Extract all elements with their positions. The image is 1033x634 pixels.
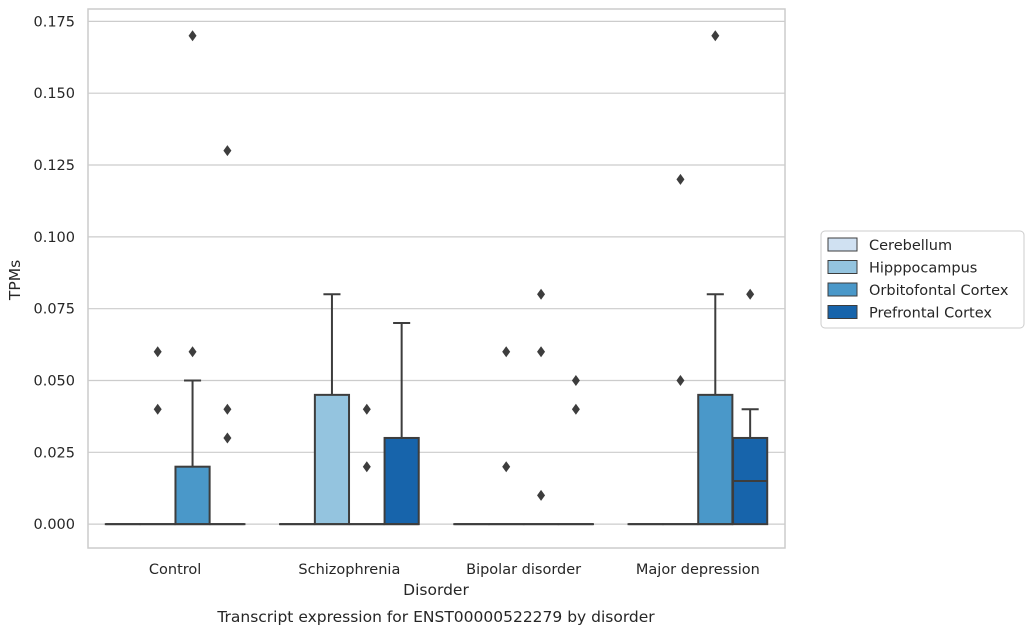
legend-swatch	[827, 237, 858, 252]
outlier-point	[711, 30, 720, 42]
outlier-point	[188, 346, 197, 358]
grid-lines	[88, 20, 785, 525]
box-1-0	[139, 346, 176, 526]
x-tick-label: Major depression	[636, 562, 760, 578]
outlier-point	[223, 403, 232, 415]
box-1-3	[662, 173, 699, 526]
box-1-2	[488, 346, 525, 526]
box-layer	[104, 30, 769, 526]
outlier-point	[362, 403, 371, 415]
outlier-point	[571, 403, 580, 415]
legend-swatch	[827, 282, 858, 297]
legend-swatch	[827, 260, 858, 274]
box-body	[174, 465, 211, 526]
outlier-point	[188, 30, 197, 42]
y-tick-label: 0.000	[33, 517, 75, 533]
legend-label: Orbitofontal Cortex	[869, 283, 1009, 299]
y-tick-label: 0.150	[33, 86, 75, 102]
x-tick-label: Control	[149, 562, 201, 578]
y-tick-label: 0.025	[33, 445, 75, 461]
box-3-0	[209, 145, 246, 526]
x-tick-label: Bipolar disorder	[466, 562, 581, 578]
box-2-2	[522, 288, 560, 526]
outlier-point	[153, 346, 162, 358]
box-body	[383, 436, 420, 526]
outlier-point	[502, 346, 511, 358]
x-tick-labels: Control Schizophrenia Bipolar disorder Majo…	[149, 562, 760, 578]
box-3-3	[732, 288, 769, 526]
legend-swatch	[827, 305, 858, 319]
legend: Cerebellum Hipppocampus Orbitofontal Corte…	[820, 230, 1025, 329]
outlier-point	[153, 403, 162, 415]
legend-label: Cerebellum	[869, 238, 952, 254]
box-body	[313, 393, 351, 526]
box-2-3	[697, 30, 734, 526]
y-tick-label: 0.125	[33, 158, 75, 174]
outlier-point	[676, 374, 685, 386]
y-tick-label: 0.175	[33, 14, 75, 30]
outlier-point	[223, 432, 232, 444]
box-2-1	[348, 403, 385, 526]
x-tick-label: Schizophrenia	[298, 562, 400, 578]
box-3-2	[557, 374, 594, 526]
legend-frame	[820, 230, 1025, 329]
y-tick-label: 0.100	[33, 230, 75, 246]
box-1-1	[313, 293, 351, 526]
outlier-point	[537, 346, 546, 358]
outlier-point	[362, 461, 371, 473]
legend-label: Hipppocampus	[869, 261, 977, 277]
outlier-point	[571, 374, 580, 386]
outlier-point	[746, 288, 755, 300]
box-body	[697, 393, 734, 526]
chart-caption: Transcript expression for ENST0000052227…	[216, 608, 655, 626]
box-3-1	[383, 322, 420, 526]
outlier-point	[676, 173, 685, 185]
outlier-point	[502, 461, 511, 473]
y-axis-title: TPMs	[6, 260, 24, 301]
y-tick-label: 0.075	[33, 302, 75, 318]
y-tick-label: 0.050	[33, 373, 75, 389]
plot-frame	[87, 8, 786, 549]
y-tick-labels: 0.000 0.025 0.050 0.075 0.100 0.125 0.150 0.175	[33, 14, 75, 533]
x-axis-title: Disorder	[403, 581, 469, 599]
outlier-point	[537, 288, 546, 300]
outlier-point	[223, 145, 232, 157]
box-2-0	[174, 30, 211, 526]
outlier-point	[537, 489, 546, 501]
legend-label: Prefrontal Cortex	[869, 306, 992, 322]
